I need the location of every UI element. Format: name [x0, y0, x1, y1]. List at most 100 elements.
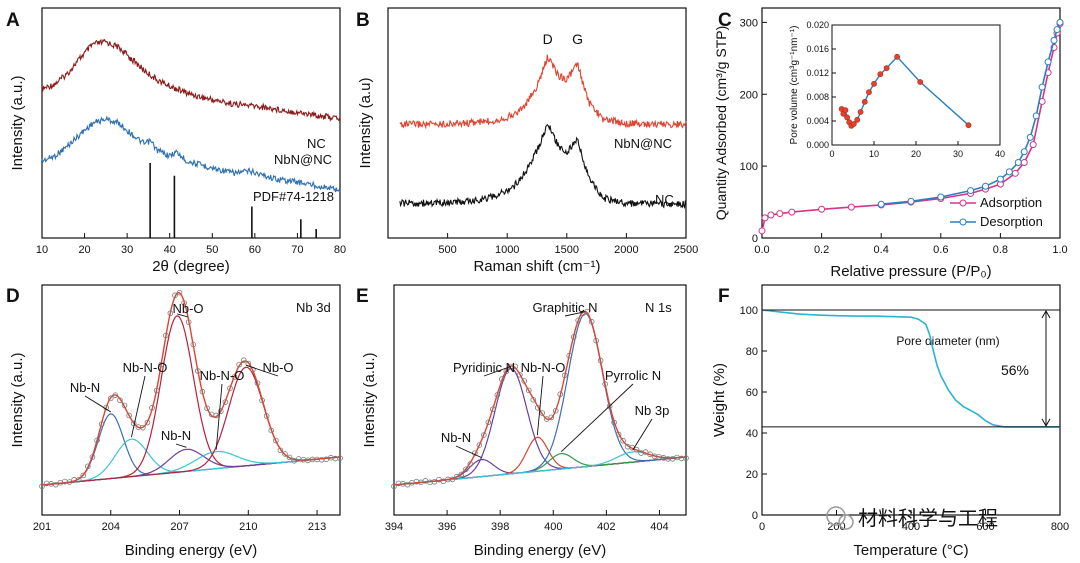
panel-c-inset-point: [877, 71, 884, 78]
panel-d-data-point: [227, 385, 233, 391]
panel-d-data-point: [181, 300, 187, 306]
panel-c-inset-point: [850, 121, 857, 127]
panel-a-xlabel: 2θ (degree): [152, 258, 230, 275]
panel-d-peak-pointer: [130, 375, 146, 438]
panel-f-ytick-label: 100: [740, 305, 758, 317]
panel-c-inset-xlabel: Pore diameter (nm): [896, 334, 999, 348]
panel-a-xtick-label: 60: [249, 244, 261, 256]
panel-e-data-point: [557, 391, 564, 398]
panel-e-data-point: [579, 310, 586, 317]
panel-d: D Binding energy (eV) Intensity (a.u.) N…: [6, 284, 343, 559]
panel-e-data-point: [521, 378, 528, 384]
panel-e-peak-pointer: [455, 445, 482, 459]
panel-d-data-point: [263, 413, 270, 419]
panel-e-peak-label: Nb-N-O: [521, 360, 566, 375]
panel-c-inset-point: [965, 122, 972, 129]
panel-c-desorption-point: [1032, 112, 1040, 120]
panel-c-ytick-label: 0: [752, 233, 758, 245]
panel-a-series-nc-line: [41, 38, 341, 122]
panel-e-data-point: [606, 403, 613, 410]
panel-e-corner-label: N 1s: [645, 300, 672, 315]
panel-d-peak-label: Nb-O: [262, 360, 293, 375]
panel-e-xtick-label: 394: [385, 521, 403, 533]
panel-d-data-point: [162, 332, 169, 339]
panel-e-data-point: [440, 478, 447, 485]
panel-c-adsorption-point: [818, 205, 826, 213]
panel-e-data-point: [449, 476, 456, 483]
panel-d-peak-pointer: [245, 364, 279, 377]
panel-d-component-nb-n-o: [41, 438, 341, 486]
panel-c-frame: [761, 7, 1061, 239]
panel-c-xtick-label: 0.2: [814, 244, 829, 256]
panel-c-inset-ytick-label: 0.008: [806, 92, 829, 102]
panel-c-inset-ytick-label: 0.004: [806, 116, 829, 126]
panel-d-data-point: [259, 397, 265, 404]
panel-d-xtick-label: 201: [33, 521, 51, 533]
panel-d-data-point: [121, 402, 128, 409]
panel-c-desorption-point: [1026, 133, 1034, 141]
panel-d-data-point: [126, 412, 132, 419]
panel-d-data-point: [222, 399, 229, 405]
panel-e: E Binding energy (eV) Intensity (a.u.) N…: [356, 284, 689, 559]
panel-f-arrowhead-down: [1041, 418, 1051, 427]
panel-c-inset-point: [871, 80, 877, 87]
panel-e-component-graphitic-n: [393, 313, 687, 486]
panel-a-xtick-label: 10: [36, 244, 48, 256]
panel-d-data-point: [75, 476, 82, 483]
panel-d-data-point: [291, 457, 297, 464]
panel-e-data-point: [485, 419, 492, 426]
panel-f-arrowhead-up: [1041, 309, 1051, 319]
panel-c-adsorption-point: [1029, 141, 1037, 149]
panel-e-xtick-label: 402: [597, 521, 615, 533]
panel-d-data-point: [98, 421, 105, 427]
panel-f-ytick-label: 0: [752, 510, 758, 522]
panel-e-xtick-label: 396: [438, 521, 456, 533]
panel-b-series-nbn-nc-line: [399, 54, 687, 130]
panel-c-desorption-point: [996, 175, 1004, 183]
panel-d-data-point: [282, 451, 288, 457]
panel-d-data-point: [273, 437, 279, 444]
panel-a-xtick-label: 30: [121, 244, 133, 256]
panel-d-data-point: [286, 454, 293, 461]
panel-f-ylabel: Weight (%): [711, 363, 728, 437]
panel-c-xtick-label: 0.4: [874, 244, 889, 256]
panel-d-data-point: [66, 479, 73, 485]
panel-b-peak-label: D: [543, 31, 553, 47]
panel-a-frame: [41, 7, 341, 239]
panel-d-data-point: [52, 481, 59, 488]
panel-d-envelope: [41, 291, 341, 486]
panel-d-corner-label: Nb 3d: [296, 300, 331, 315]
panel-e-data-point: [566, 352, 572, 359]
panel-e-peak-label: Graphitic N: [532, 300, 597, 315]
panel-d-data-point: [254, 380, 261, 386]
panel-d-peak-pointer: [84, 395, 112, 413]
panel-b-ylabel: Intensity (a.u): [357, 78, 374, 169]
panel-c-ytick-label: 100: [740, 161, 758, 173]
panel-e-data-point: [481, 432, 487, 438]
panel-e-data-point: [561, 372, 568, 379]
panel-d-peak-pointer: [215, 383, 223, 450]
panel-e-peak-label: Nb-N: [441, 430, 471, 445]
panel-c-adsorption-point: [761, 214, 769, 222]
panel-f-xlabel: Temperature (°C): [853, 542, 968, 559]
panel-f-ytick-label: 60: [746, 387, 758, 399]
panel-c-desorption-point: [1038, 83, 1046, 91]
panel-c-ylabel: Quantity Adsorbed (cm³/g STP): [713, 26, 729, 221]
panel-d-data-point: [117, 397, 123, 404]
panel-c-adsorption-point: [758, 227, 766, 235]
panel-c-adsorption-point: [776, 210, 784, 218]
panel-c-inset-point: [894, 53, 900, 60]
panel-c-ytick-label: 200: [740, 89, 758, 101]
panel-f-xtick-label: 0: [759, 521, 765, 533]
panel-d-peak-label: Nb-N-O: [200, 368, 245, 383]
panel-d-data-point: [240, 357, 247, 364]
panel-c-desorption-point: [1053, 26, 1061, 34]
wechat-icon: [826, 506, 846, 526]
panel-c-inset-point: [854, 116, 861, 123]
panel-c-desorption-point: [1050, 36, 1058, 44]
panel-c-inset-xtick-label: 20: [911, 149, 921, 159]
panel-e-data-point: [525, 387, 532, 394]
panel-c-adsorption-point: [767, 211, 775, 219]
panel-a-ylabel: Intensity (a.u.): [9, 75, 26, 170]
panel-d-letter: D: [6, 286, 20, 307]
